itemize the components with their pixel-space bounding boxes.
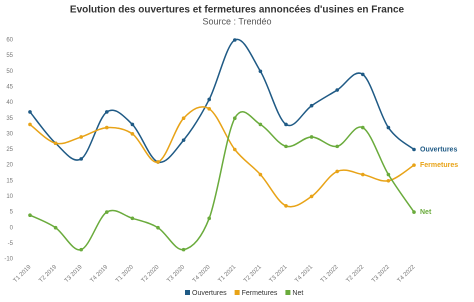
data-point <box>79 135 83 139</box>
y-tick-label: 40 <box>6 100 13 106</box>
y-tick-label: 55 <box>6 53 13 59</box>
data-point <box>361 172 365 177</box>
legend-label: Fermetures <box>242 290 278 297</box>
data-point <box>53 225 58 230</box>
data-point <box>207 97 211 102</box>
x-tick-label: T4 2019 <box>90 264 110 284</box>
data-point <box>207 107 211 111</box>
data-point <box>233 147 237 152</box>
legend-swatch <box>185 290 190 295</box>
data-point <box>233 38 237 42</box>
end-label: Net <box>420 209 432 216</box>
x-tick-label: T2 2021 <box>243 264 263 284</box>
y-tick-label: -10 <box>4 257 13 263</box>
x-tick-label: T1 2020 <box>115 264 135 284</box>
x-tick-label: T2 2020 <box>141 264 161 284</box>
x-tick-label: T1 2021 <box>218 264 238 284</box>
data-point <box>156 160 160 164</box>
data-point <box>79 157 83 161</box>
data-point <box>181 116 186 121</box>
data-point <box>130 216 135 221</box>
data-point <box>258 172 263 177</box>
legend-swatch <box>285 290 291 295</box>
data-point <box>258 122 263 127</box>
data-point <box>361 125 365 130</box>
data-point <box>412 210 416 214</box>
legend-swatch <box>234 290 240 295</box>
data-point <box>309 194 314 199</box>
y-tick-label: 5 <box>10 210 14 216</box>
x-tick-label: T1 2019 <box>13 264 33 284</box>
x-tick-label: T3 2022 <box>371 264 391 284</box>
data-point <box>79 247 83 252</box>
x-tick-label: T1 2022 <box>320 264 340 284</box>
data-point <box>284 122 288 127</box>
data-point <box>386 178 391 183</box>
data-point <box>386 125 391 130</box>
series-line <box>29 111 415 251</box>
x-tick-label: T4 2020 <box>192 264 212 284</box>
data-point <box>233 116 237 121</box>
x-tick-label: T4 2022 <box>397 264 417 284</box>
x-tick-label: T3 2019 <box>64 264 84 284</box>
series-line <box>29 38 415 163</box>
data-point <box>28 122 32 127</box>
y-tick-label: 50 <box>6 69 13 75</box>
y-tick-label: 0 <box>10 225 14 231</box>
data-point <box>130 132 135 136</box>
data-point <box>28 213 32 217</box>
y-tick-label: 15 <box>6 178 13 184</box>
data-point <box>156 225 160 230</box>
data-point <box>361 72 365 77</box>
y-tick-label: 25 <box>6 147 13 153</box>
data-point <box>207 216 211 221</box>
data-point <box>335 144 340 149</box>
x-tick-label: T2 2022 <box>346 264 366 284</box>
y-tick-label: 35 <box>6 116 13 122</box>
data-point <box>309 103 314 108</box>
end-label: Ouvertures <box>420 146 457 153</box>
legend-label: Net <box>292 290 303 297</box>
data-point <box>53 141 58 146</box>
y-tick-label: -5 <box>8 241 14 247</box>
data-point <box>181 247 186 252</box>
chart-subtitle: Source : Trendéo <box>202 16 271 26</box>
y-tick-label: 60 <box>6 38 13 44</box>
y-tick-label: 10 <box>6 194 13 200</box>
y-tick-label: 30 <box>6 131 13 137</box>
series-line <box>29 106 415 208</box>
data-point <box>105 110 109 114</box>
data-point <box>335 88 340 92</box>
data-point <box>258 69 263 74</box>
data-point <box>412 163 416 167</box>
data-point <box>181 138 186 142</box>
data-point <box>105 125 109 130</box>
x-tick-label: T3 2021 <box>269 264 289 284</box>
data-point <box>105 210 109 214</box>
legend-label: Ouvertures <box>192 290 227 297</box>
x-tick-label: T3 2020 <box>166 264 186 284</box>
y-tick-label: 45 <box>6 85 13 91</box>
data-point <box>309 135 314 139</box>
data-point <box>28 110 32 114</box>
data-point <box>386 172 391 177</box>
data-point <box>284 204 288 208</box>
x-tick-label: T4 2021 <box>294 264 314 284</box>
end-label: Fermetures <box>420 162 458 169</box>
chart-title: Evolution des ouvertures et fermetures a… <box>70 5 405 16</box>
data-point <box>130 122 135 127</box>
data-point <box>335 169 340 174</box>
y-tick-label: 20 <box>6 163 13 169</box>
data-point <box>284 144 288 149</box>
data-point <box>412 147 416 152</box>
x-tick-label: T2 2019 <box>38 264 58 284</box>
